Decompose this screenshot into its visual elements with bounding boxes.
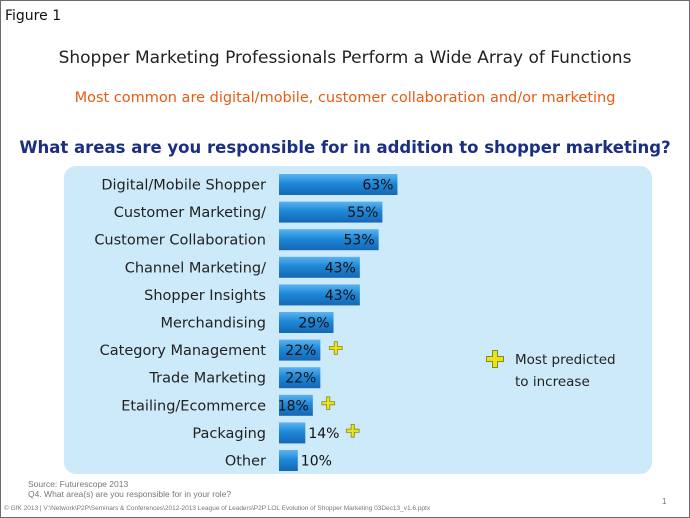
- category-label: Merchandising: [160, 316, 266, 332]
- bar: [279, 367, 321, 389]
- plus-icon: [328, 341, 343, 355]
- value-label: 29%: [298, 316, 329, 332]
- plus-icon: [486, 350, 504, 368]
- category-label: Customer Collaboration: [94, 233, 266, 249]
- bar: [279, 229, 379, 251]
- legend-text: Most predicted to increase: [515, 352, 616, 390]
- value-label: 63%: [362, 178, 393, 194]
- plus-icon: [345, 424, 360, 438]
- category-label: Shopper Insights: [144, 288, 266, 304]
- source-text: Source: Futurescope 2013: [28, 479, 129, 489]
- page-number: 1: [662, 497, 667, 506]
- category-label: Digital/Mobile Shopper: [101, 178, 266, 194]
- page-subtitle: Most common are digital/mobile, customer…: [74, 90, 616, 106]
- value-label: 22%: [285, 343, 316, 359]
- bar: [279, 284, 360, 306]
- value-label: 18%: [278, 398, 309, 414]
- bar: [279, 256, 360, 278]
- category-label: Category Management: [100, 343, 267, 359]
- category-label: Customer Marketing/: [114, 205, 266, 221]
- bar: [279, 201, 383, 223]
- chart-title: What areas are you responsible for in ad…: [19, 138, 671, 157]
- category-label: Channel Marketing/: [125, 260, 266, 276]
- category-label: Packaging: [192, 426, 266, 442]
- value-label: 22%: [285, 371, 316, 387]
- plus-icon: [321, 396, 336, 410]
- bar: [279, 450, 298, 471]
- figure-label: Figure 1: [5, 8, 62, 24]
- value-label: 10%: [301, 454, 332, 470]
- source-note: Source: Futurescope 2013 Q4. What area(s…: [28, 479, 231, 499]
- bar: [279, 422, 306, 444]
- category-label: Etailing/Ecommerce: [121, 398, 266, 414]
- page-title: Shopper Marketing Professionals Perform …: [58, 48, 632, 68]
- category-label: Trade Marketing: [148, 371, 266, 387]
- bar: [279, 394, 313, 416]
- value-label: 55%: [347, 205, 378, 221]
- bar: [279, 312, 334, 333]
- bar: [279, 339, 321, 361]
- question-note: Q4. What area(s) are you responsible for…: [28, 489, 232, 499]
- footer-text: © GfK 2013 | V:\Network\P2P\Seminars & C…: [4, 505, 431, 512]
- value-label: 43%: [325, 288, 356, 304]
- category-label: Other: [225, 454, 266, 470]
- value-label: 43%: [325, 260, 356, 276]
- bar: [279, 174, 398, 195]
- value-label: 53%: [344, 233, 375, 249]
- value-label: 14%: [308, 426, 339, 442]
